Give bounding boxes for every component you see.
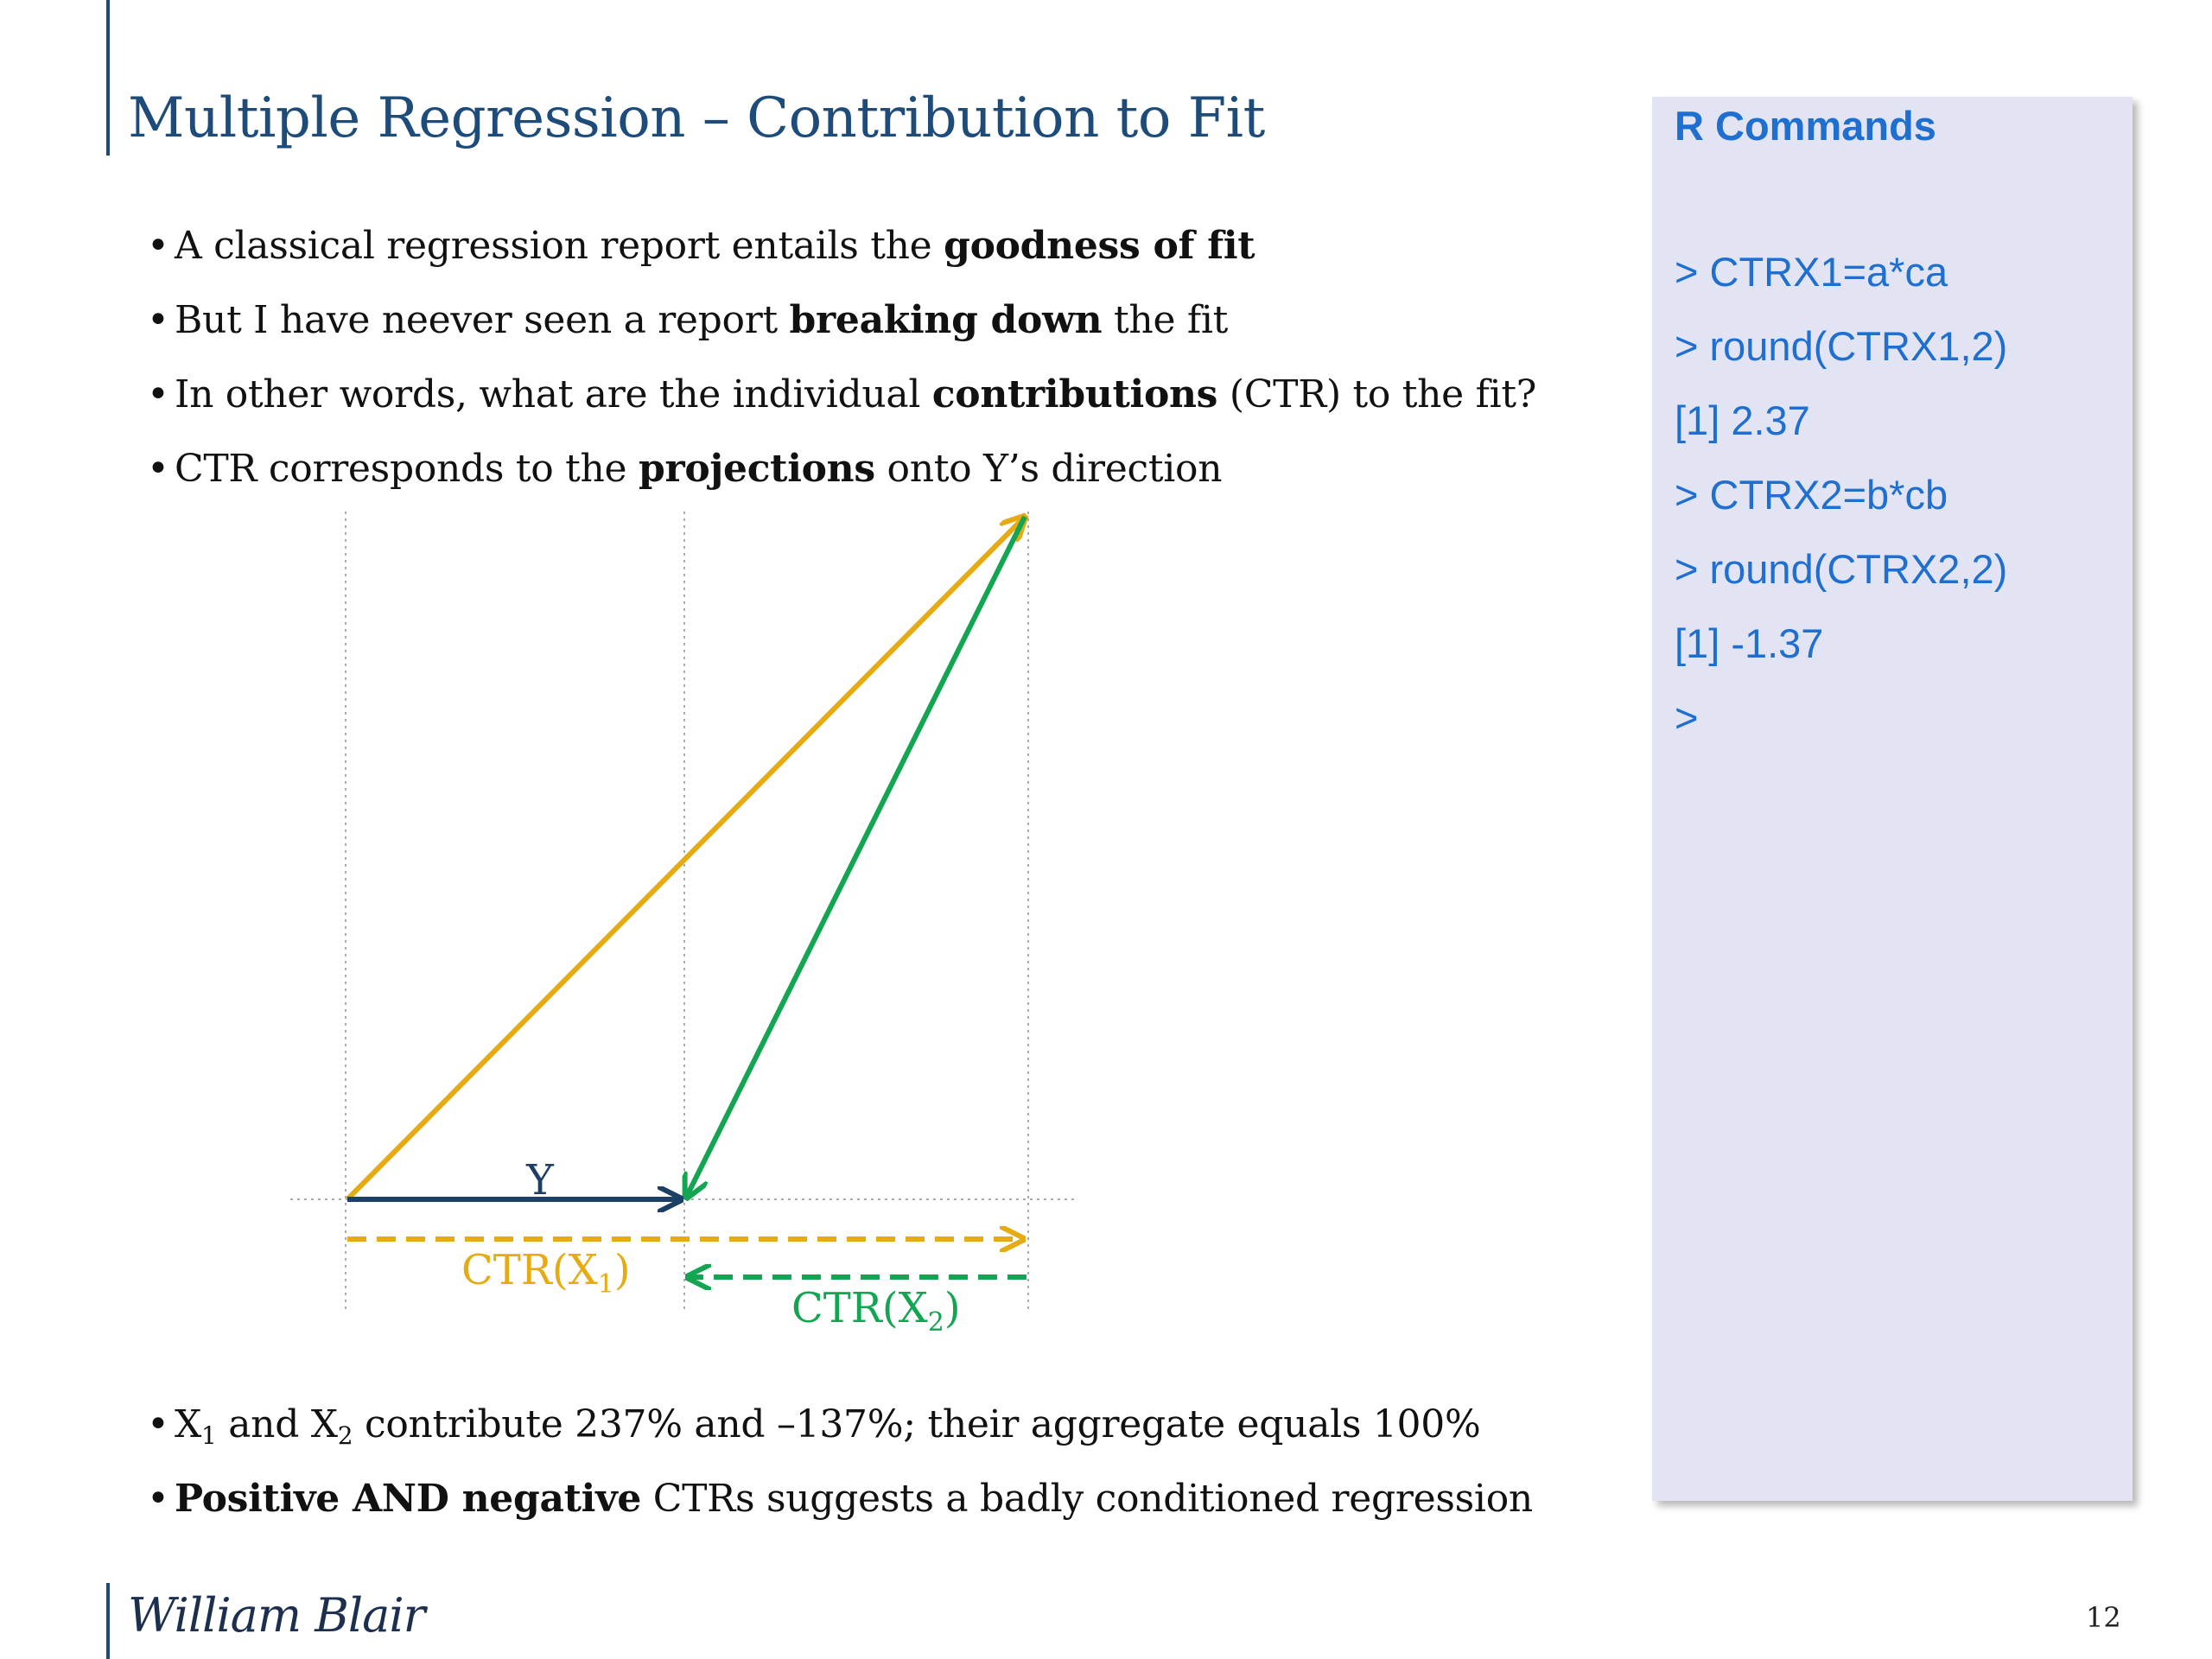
page-number: 12 [2086, 1601, 2121, 1634]
r-commands-title: R Commands [1675, 103, 1936, 149]
r-command-line: > round(CTRX2,2) [1675, 546, 2008, 592]
r-command-line: > round(CTRX1,2) [1675, 323, 2008, 369]
bullet-item: CTR corresponds to the projections onto … [147, 432, 1536, 506]
footer-accent-bar [106, 1583, 110, 1659]
bottom-bullet-list: X1 and X2 contribute 237% and –137%; the… [147, 1388, 1533, 1536]
title-accent-bar [106, 0, 110, 156]
r-command-line: > CTRX1=a*ca [1675, 249, 1948, 295]
top-bullet-list: A classical regression report entails th… [147, 209, 1536, 506]
r-command-lines: > CTRX1=a*ca > round(CTRX1,2) [1] 2.37 >… [1675, 235, 2007, 755]
y-vector-label: Y [525, 1156, 555, 1205]
r-commands-panel: R Commands > CTRX1=a*ca > round(CTRX1,2)… [1652, 97, 2133, 1501]
r-output-line: [1] -1.37 [1675, 620, 1824, 666]
r-output-line: [1] 2.37 [1675, 397, 1810, 443]
x1-vector-arrow [345, 517, 1025, 1202]
ctr-x1-label: CTR(X1) [461, 1246, 631, 1300]
slide-title: Multiple Regression – Contribution to Fi… [128, 86, 1265, 150]
bullet-item: Positive AND negative CTRs suggests a ba… [147, 1462, 1533, 1536]
william-blair-logo: William Blair [128, 1588, 425, 1643]
ctr-x2-label: CTR(X2) [791, 1284, 961, 1338]
bullet-item: In other words, what are the individual … [147, 358, 1536, 432]
bullet-item: But I have neever seen a report breaking… [147, 283, 1536, 358]
bullet-item: A classical regression report entails th… [147, 209, 1536, 283]
r-command-line: > CTRX2=b*cb [1675, 472, 1948, 518]
r-prompt-line: > [1675, 695, 1699, 741]
x2-vector-arrow [686, 515, 1027, 1198]
bullet-item: X1 and X2 contribute 237% and –137%; the… [147, 1388, 1533, 1462]
